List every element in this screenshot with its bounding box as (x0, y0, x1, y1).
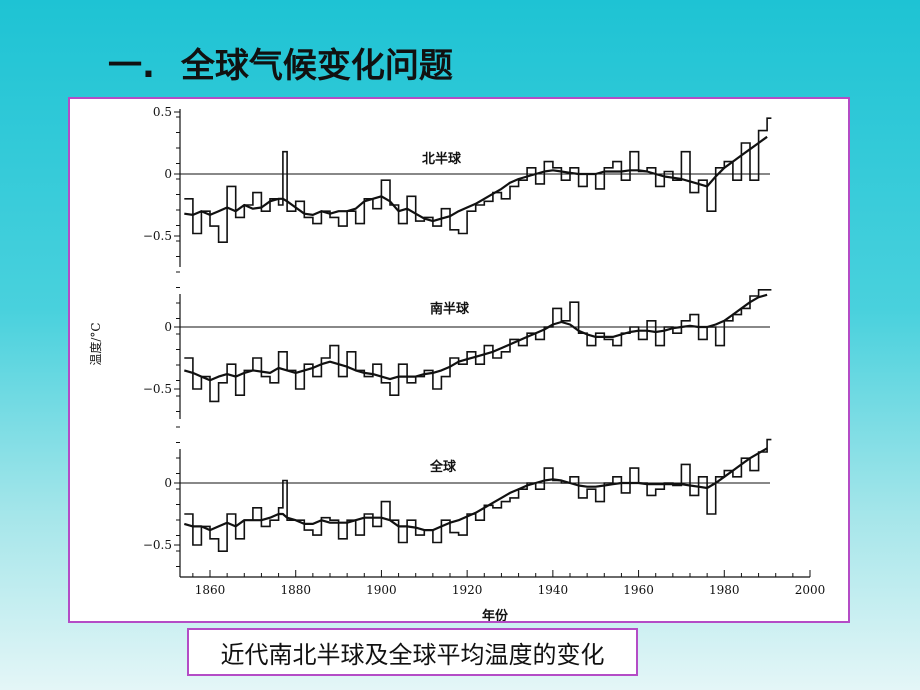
y-tick-label: −0.5 (143, 229, 172, 243)
x-tick-label: 1900 (366, 583, 397, 597)
smoothed-series-line (183, 447, 768, 532)
annual-series-line (184, 438, 772, 552)
y-tick-label: 0 (164, 320, 172, 334)
smoothed-series-line (183, 293, 768, 382)
x-tick-label: 1960 (623, 583, 654, 597)
chart-panel: 0.5 0 −0.5 北半球 (143, 105, 772, 243)
chart-caption-text: 近代南北半球及全球平均温度的变化 (220, 640, 605, 669)
slide-title-text: 全球气候变化问题 (180, 46, 453, 86)
x-axis-label: 年份 (482, 608, 509, 621)
panel-label: 南半球 (430, 301, 470, 317)
x-tick-label: 1980 (709, 583, 740, 597)
panel-label: 北半球 (422, 151, 462, 167)
y-tick-label: −0.5 (143, 538, 172, 552)
slide-title: 一. 全球气候变化问题 (108, 38, 453, 87)
smoothed-series-line (184, 135, 768, 223)
annual-series-line (184, 289, 772, 403)
chart-frame: 1860 1880 1900 1920 1940 1960 1980 2000 0.5 0 −0.… (68, 97, 850, 623)
temperature-chart: 1860 1880 1900 1920 1940 1960 1980 2000 0.5 0 −0.… (88, 105, 826, 621)
x-tick-label: 2000 (795, 583, 826, 597)
y-tick-label: 0.5 (153, 105, 172, 119)
panel-label: 全球 (429, 459, 457, 475)
x-tick-label: 1880 (280, 583, 311, 597)
x-tick-label: 1920 (452, 583, 483, 597)
x-tick-label: 1860 (195, 583, 226, 597)
slide-title-number: 一. (108, 46, 155, 86)
y-tick-label: 0 (164, 476, 172, 490)
chart-panel: 0 −0.5 全球 (143, 438, 772, 552)
x-tick-label: 1940 (538, 583, 569, 597)
chart-panel: 0 −0.5 南半球 (143, 289, 772, 403)
y-axis-label: 温度/°C (88, 322, 103, 365)
chart-caption: 近代南北半球及全球平均温度的变化 (187, 628, 638, 676)
y-tick-label: −0.5 (143, 382, 172, 396)
y-tick-label: 0 (164, 167, 172, 181)
